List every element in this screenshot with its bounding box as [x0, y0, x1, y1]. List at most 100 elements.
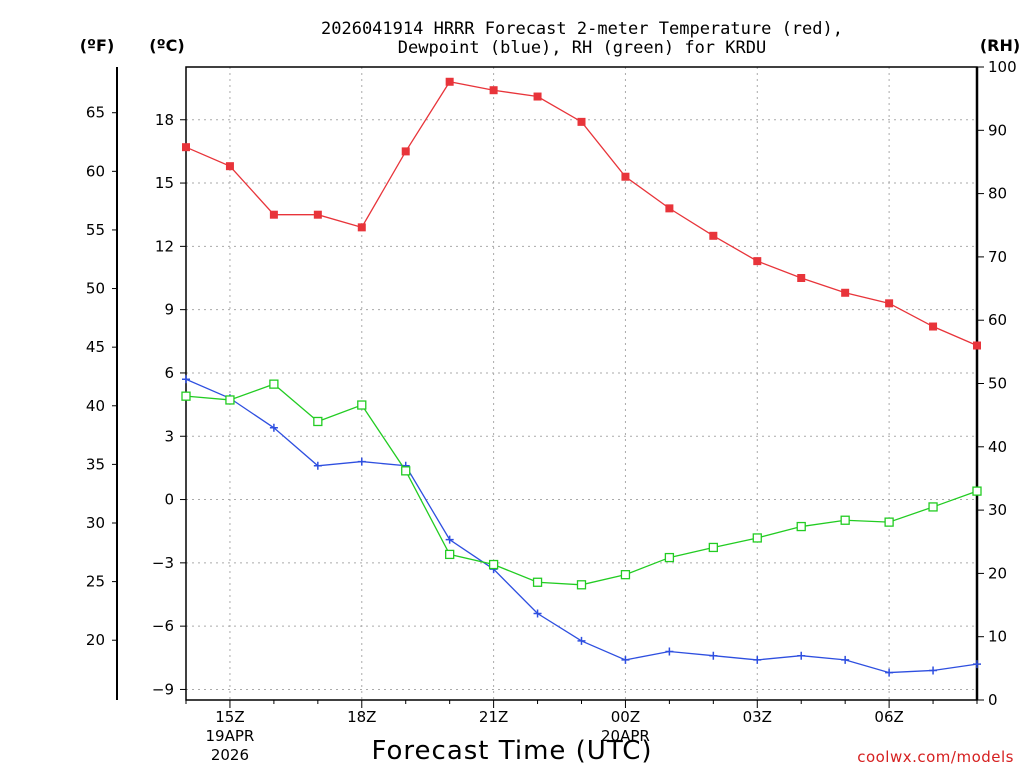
x-tick-label: 06Z [874, 708, 903, 726]
temperature-point [709, 231, 718, 240]
dewpoint-point [533, 609, 542, 618]
rh-point [488, 559, 499, 570]
fahrenheit-tick-label: 55 [86, 221, 105, 239]
temperature-point [841, 288, 850, 297]
rh-line [185, 383, 978, 586]
celsius-tick-label: 18 [155, 111, 174, 129]
data-series [181, 77, 982, 677]
fahrenheit-tick-label: 30 [86, 514, 105, 532]
rh-tick-label: 10 [988, 628, 1007, 646]
dewpoint-point [357, 457, 366, 466]
rh-point [928, 502, 938, 512]
dewpoint-point [445, 535, 454, 544]
dewpoint-point [269, 423, 278, 432]
rh-unit-label: (RH) [980, 36, 1020, 55]
plot-frame [185, 66, 978, 701]
rh-point [357, 400, 367, 410]
chart-title: 2026041914 HRRR Forecast 2-meter Tempera… [321, 19, 843, 58]
dewpoint-point [313, 461, 322, 470]
rh-point [664, 552, 675, 563]
rh-point [313, 416, 323, 427]
dewpoint-point [973, 660, 981, 669]
dewpoint-point [182, 375, 190, 384]
dewpoint-point [753, 655, 762, 664]
rh-tick-label: 20 [988, 564, 1007, 582]
rh-tick-label: 30 [988, 501, 1007, 519]
temperature-point [973, 341, 981, 350]
temperature-point [313, 210, 322, 219]
temperature-point [533, 92, 542, 101]
chart-title-line1: 2026041914 HRRR Forecast 2-meter Tempera… [321, 19, 843, 39]
dewpoint-point [621, 655, 630, 664]
temperature-point [885, 299, 894, 308]
rh-point [181, 391, 191, 401]
rh-tick-label: 100 [988, 58, 1017, 76]
x-tick-label: 21Z [479, 708, 508, 726]
x-tick-date: 19APR [206, 727, 255, 745]
rh-tick-label: 50 [988, 375, 1007, 393]
temperature-point [929, 322, 938, 331]
dewpoint-point [885, 668, 894, 677]
rh-tick-label: 0 [988, 691, 998, 709]
rh-point [445, 549, 455, 560]
rh-point [884, 517, 894, 527]
temperature-point [489, 86, 498, 95]
fahrenheit-unit-label: (ºF) [80, 36, 115, 55]
x-tick-date: 20APR [601, 727, 650, 745]
rh-tick-label: 70 [988, 248, 1007, 266]
fahrenheit-tick-label: 40 [86, 397, 105, 415]
temperature-point [445, 77, 454, 86]
rh-point [796, 521, 806, 532]
credit-link[interactable]: coolwx.com/models [857, 748, 1014, 766]
celsius-tick-label: −6 [152, 617, 174, 635]
x-tick-label: 00Z [611, 708, 640, 726]
fahrenheit-tick-label: 25 [86, 573, 105, 591]
rh-tick-label: 80 [988, 185, 1007, 203]
x-tick-label: 15Z [215, 708, 244, 726]
fahrenheit-tick-label: 20 [86, 631, 105, 649]
temperature-point [401, 147, 410, 156]
rh-point [269, 379, 279, 389]
fahrenheit-tick-label: 35 [86, 455, 105, 473]
temperature-point [225, 162, 234, 171]
dewpoint-point [841, 655, 850, 664]
temperature-point [577, 117, 586, 126]
rh-point [972, 486, 982, 496]
fahrenheit-tick-label: 65 [86, 104, 105, 122]
dewpoint-point [797, 651, 806, 660]
x-tick-label: 03Z [743, 708, 772, 726]
temperature-point [753, 257, 762, 266]
temperature-point [182, 143, 190, 152]
temperature-point [797, 274, 806, 282]
rh-point [576, 580, 587, 590]
temperature-point [357, 223, 366, 232]
temperature-series [182, 77, 981, 350]
rh-point [840, 515, 850, 525]
celsius-tick-label: 15 [155, 174, 174, 192]
dewpoint-line [185, 378, 978, 674]
celsius-unit-label: (ºC) [149, 36, 184, 55]
rh-point [620, 570, 631, 580]
gridlines [186, 67, 977, 700]
rh-point [401, 466, 411, 476]
x-axis-title: Forecast Time (UTC) [371, 736, 652, 766]
rh-point [225, 395, 235, 405]
dewpoint-point [929, 666, 938, 675]
chart-title-line2: Dewpoint (blue), RH (green) for KRDU [398, 38, 766, 58]
rh-tick-label: 90 [988, 121, 1007, 139]
x-tick-year: 2026 [211, 746, 249, 764]
celsius-tick-label: 12 [155, 237, 174, 255]
celsius-tick-label: −3 [152, 554, 174, 572]
temperature-point [269, 210, 278, 219]
temperature-point [665, 204, 674, 213]
temperature-point [621, 172, 630, 181]
dewpoint-series [182, 375, 981, 677]
celsius-tick-label: −9 [152, 680, 174, 698]
dewpoint-point [709, 651, 718, 660]
celsius-tick-label: 3 [164, 427, 174, 445]
rh-point [708, 542, 718, 553]
dewpoint-point [665, 647, 674, 656]
rh-tick-label: 60 [988, 311, 1007, 329]
rh-tick-label: 40 [988, 438, 1007, 456]
